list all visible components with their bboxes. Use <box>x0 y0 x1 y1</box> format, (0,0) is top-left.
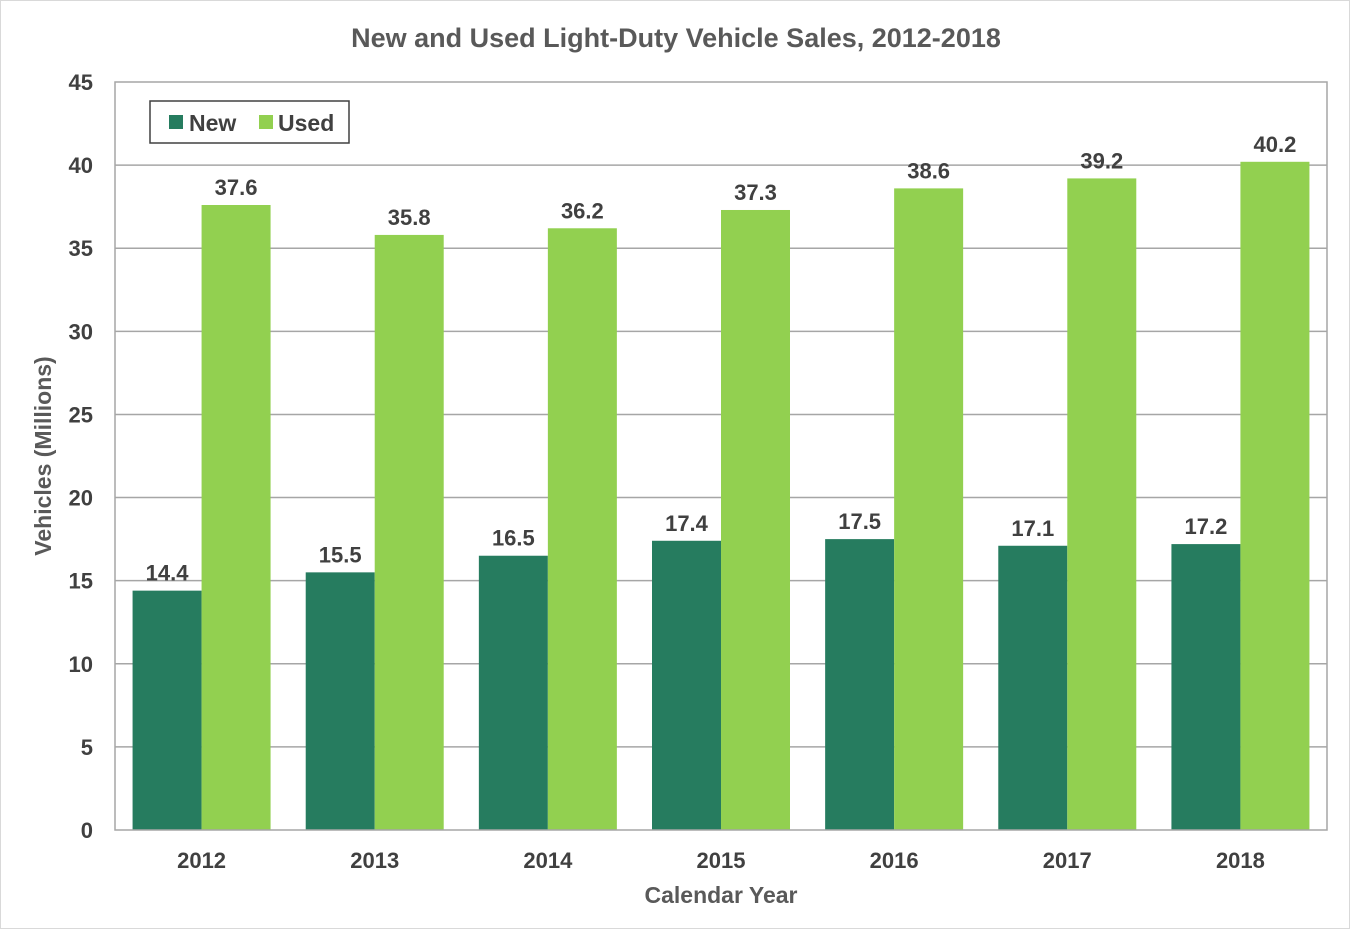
data-label-new-2018: 17.2 <box>1185 514 1228 539</box>
data-label-used-2015: 37.3 <box>734 180 777 205</box>
bar-new-2015 <box>652 540 721 830</box>
x-tick-label-2017: 2017 <box>1043 848 1092 873</box>
x-axis-ticks: 2012 2013 2014 2015 2016 2017 2018 <box>177 848 1265 873</box>
y-tick-label-5: 5 <box>81 735 93 760</box>
data-label-new-2015: 17.4 <box>665 511 709 536</box>
y-tick-label-20: 20 <box>69 486 93 511</box>
y-tick-label-35: 35 <box>69 236 93 261</box>
bar-used-2018 <box>1240 161 1310 830</box>
y-tick-label-0: 0 <box>81 818 93 843</box>
bar-used-2012 <box>201 205 271 830</box>
data-label-new-2016: 17.5 <box>838 509 881 534</box>
bar-new-2014 <box>478 555 548 830</box>
bar-new-2012 <box>132 590 202 830</box>
bar-new-2017 <box>998 545 1068 830</box>
chart-title: New and Used Light-Duty Vehicle Sales, 2… <box>351 23 1001 53</box>
bar-used-2017 <box>1067 178 1137 831</box>
x-tick-label-2012: 2012 <box>177 848 226 873</box>
legend: New Used <box>149 100 350 144</box>
bar-new-2013 <box>305 572 375 830</box>
x-tick-label-2015: 2015 <box>697 848 746 873</box>
data-label-used-2014: 36.2 <box>561 198 604 223</box>
data-label-used-2016: 38.6 <box>907 158 950 183</box>
legend-swatch-used <box>259 115 273 129</box>
data-label-new-2012: 14.4 <box>146 561 190 586</box>
data-label-new-2017: 17.1 <box>1011 516 1054 541</box>
data-label-new-2014: 16.5 <box>492 526 535 551</box>
bar-used-2013 <box>374 234 444 830</box>
x-tick-label-2014: 2014 <box>523 848 573 873</box>
legend-label-used: Used <box>278 110 334 136</box>
plot-area <box>114 81 1328 831</box>
y-tick-label-45: 45 <box>69 70 93 95</box>
y-axis-ticks: 0 5 10 15 20 25 30 35 40 45 <box>69 70 93 843</box>
data-label-new-2013: 15.5 <box>319 542 362 567</box>
y-tick-label-25: 25 <box>69 402 93 427</box>
x-tick-label-2013: 2013 <box>350 848 399 873</box>
y-tick-label-10: 10 <box>69 652 93 677</box>
data-label-used-2012: 37.6 <box>215 175 258 200</box>
data-label-used-2017: 39.2 <box>1080 148 1123 173</box>
bar-used-2014 <box>547 228 617 830</box>
x-tick-label-2018: 2018 <box>1216 848 1265 873</box>
data-label-used-2018: 40.2 <box>1254 132 1297 157</box>
x-axis-label: Calendar Year <box>644 882 797 908</box>
bar-new-2016 <box>825 539 895 830</box>
bar-new-2018 <box>1171 544 1241 830</box>
y-tick-label-15: 15 <box>69 569 93 594</box>
legend-box <box>149 100 350 144</box>
y-axis-label: Vehicles (Millions) <box>30 356 56 555</box>
y-tick-label-30: 30 <box>69 319 93 344</box>
x-tick-label-2016: 2016 <box>870 848 919 873</box>
legend-label-new: New <box>189 110 236 136</box>
bar-used-2015 <box>721 209 790 831</box>
bars <box>132 161 1310 831</box>
bar-used-2016 <box>894 188 964 831</box>
data-label-used-2013: 35.8 <box>388 205 431 230</box>
y-tick-label-40: 40 <box>69 153 93 178</box>
data-labels: 14.4 37.6 15.5 35.8 16.5 36.2 17.4 37.3 17.5 38.6… <box>146 132 1297 586</box>
legend-swatch-new <box>169 115 183 129</box>
